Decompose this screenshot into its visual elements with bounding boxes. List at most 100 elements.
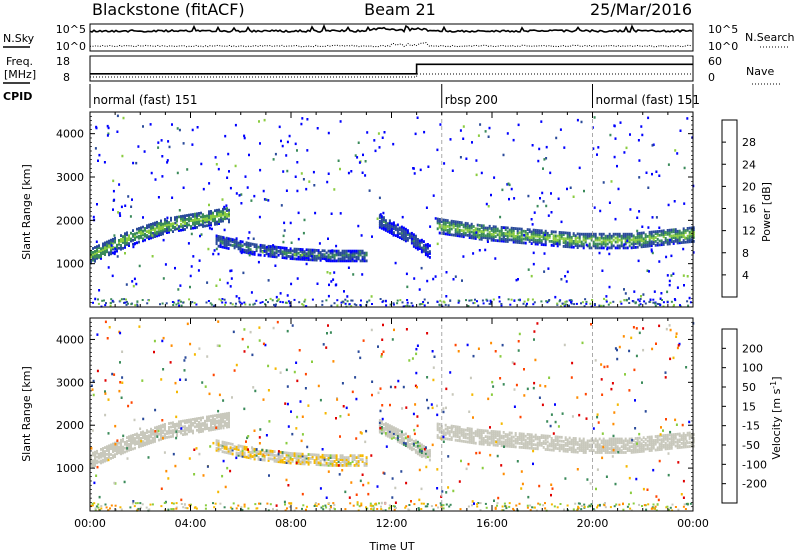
vel-point — [295, 427, 298, 430]
power-cell — [484, 228, 487, 232]
power-point — [330, 280, 333, 283]
power-ground-point — [134, 304, 137, 307]
power-point — [208, 227, 211, 230]
power-cell — [251, 242, 254, 246]
vel-point — [457, 350, 460, 353]
power-point — [230, 277, 233, 280]
power-cell — [412, 239, 415, 242]
vel-cell — [378, 421, 381, 424]
vel-cell — [624, 437, 627, 441]
power-cell — [408, 234, 411, 238]
power-ground-point — [490, 302, 493, 305]
vel-cell — [544, 436, 547, 440]
vel-cell — [606, 451, 609, 454]
power-cell — [508, 238, 511, 242]
vel-cell — [408, 443, 411, 446]
vel-cell — [281, 453, 284, 456]
power-cell — [510, 230, 513, 234]
power-cell — [478, 233, 481, 237]
vel-cell — [428, 454, 431, 458]
power-ground-point — [457, 299, 460, 302]
power-cell — [498, 231, 501, 235]
power-point — [623, 151, 626, 154]
power-cell — [500, 229, 503, 233]
vel-point — [348, 496, 351, 499]
power-ground-point — [259, 301, 262, 304]
power-cell — [556, 244, 559, 248]
power-cell — [233, 240, 236, 244]
power-cell — [281, 254, 284, 258]
vel-cell — [536, 441, 539, 445]
power-cell — [343, 259, 346, 263]
vel-point — [659, 433, 662, 436]
vel-cell — [612, 441, 615, 445]
power-cell — [474, 235, 477, 238]
power-cell — [148, 223, 150, 227]
power-cell — [132, 233, 134, 236]
power-cell — [192, 226, 194, 230]
power-cell — [333, 257, 336, 261]
power-point — [282, 234, 285, 238]
vel-cell — [361, 454, 364, 458]
power-ground-point — [564, 300, 567, 303]
vel-cell — [688, 431, 691, 435]
power-cell — [190, 219, 192, 222]
power-cell — [518, 241, 521, 244]
power-cell — [335, 253, 338, 257]
vel-cell — [335, 456, 338, 459]
power-cell — [628, 232, 631, 236]
power-ground-point — [481, 299, 484, 302]
power-cell — [110, 242, 112, 246]
power-point — [598, 251, 601, 255]
vel-cell — [504, 435, 507, 438]
power-cell — [245, 251, 248, 254]
vel-cell — [303, 454, 306, 458]
vel-cell — [534, 437, 537, 441]
power-point — [606, 247, 609, 251]
power-ground-point — [563, 305, 566, 308]
power-cell — [388, 231, 391, 234]
vel-cell — [120, 452, 122, 456]
vel-cell — [682, 434, 685, 437]
vel-cell — [118, 447, 120, 451]
power-cell — [478, 227, 481, 231]
power-cell — [261, 246, 264, 249]
power-point — [513, 299, 516, 302]
vel-ground-point — [405, 505, 408, 508]
vel-cell — [257, 452, 260, 455]
vel-cell — [229, 446, 232, 450]
cpid-panel: CPID normal (fast) 151 rbsp 200 normal (fa… — [3, 84, 700, 108]
vel-point — [175, 430, 178, 433]
vel-cell — [648, 449, 651, 452]
vel-point — [222, 399, 225, 402]
vel-ground-point — [537, 502, 540, 505]
power-cell — [646, 242, 649, 246]
vel-cell — [626, 447, 629, 450]
power-cell — [297, 247, 300, 251]
vel-cell — [688, 437, 691, 441]
power-cell — [564, 243, 567, 246]
vel-cell — [468, 429, 471, 433]
vel-cell — [604, 451, 607, 454]
power-point — [484, 130, 487, 133]
power-cell — [279, 248, 282, 251]
vel-cell — [498, 434, 501, 438]
power-cell — [335, 259, 338, 263]
vel-cell — [190, 428, 192, 431]
vel-cell — [620, 437, 623, 441]
power-colorbar-tick-label: 12 — [742, 225, 756, 238]
vel-cell — [636, 444, 639, 448]
vel-point — [518, 332, 521, 336]
power-cell — [233, 244, 236, 248]
power-cell — [424, 247, 427, 251]
power-cell — [215, 240, 218, 244]
vel-cell — [466, 440, 469, 444]
vel-point — [249, 330, 252, 334]
power-cell — [686, 227, 689, 230]
vel-point — [431, 350, 434, 353]
vel-point — [564, 477, 567, 480]
vel-cell — [164, 428, 166, 432]
vel-cell — [652, 444, 655, 448]
vel-cell — [164, 423, 166, 426]
vel-cell — [237, 446, 240, 449]
